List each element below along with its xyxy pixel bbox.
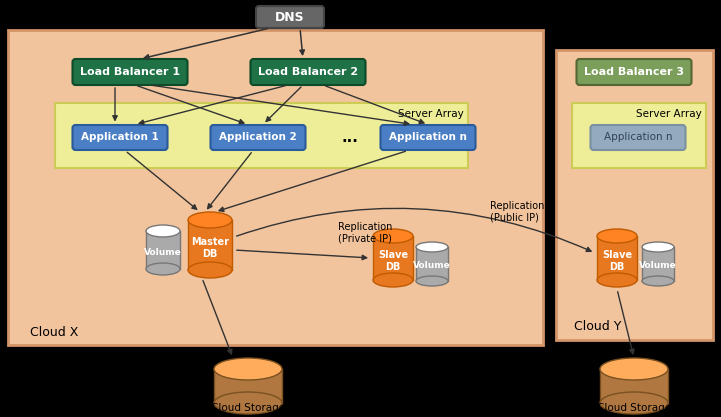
Text: Replication
(Public IP): Replication (Public IP) xyxy=(490,201,544,223)
Text: Volume: Volume xyxy=(639,261,677,271)
Text: Cloud Y: Cloud Y xyxy=(574,319,622,332)
Text: Server Array: Server Array xyxy=(636,109,702,119)
FancyBboxPatch shape xyxy=(250,59,366,85)
FancyBboxPatch shape xyxy=(256,6,324,28)
Text: Load Balancer 2: Load Balancer 2 xyxy=(258,67,358,77)
Ellipse shape xyxy=(214,392,282,414)
Text: Cloud Storage: Cloud Storage xyxy=(211,403,285,413)
Bar xyxy=(188,220,232,270)
Ellipse shape xyxy=(600,358,668,380)
Text: Application n: Application n xyxy=(603,133,672,143)
Ellipse shape xyxy=(188,212,232,228)
Text: Master
DB: Master DB xyxy=(191,237,229,259)
Ellipse shape xyxy=(642,276,674,286)
Text: Load Balancer 1: Load Balancer 1 xyxy=(80,67,180,77)
Bar xyxy=(8,30,543,345)
Bar xyxy=(416,247,448,281)
Bar xyxy=(214,369,282,403)
Text: Application n: Application n xyxy=(389,133,467,143)
FancyBboxPatch shape xyxy=(73,125,167,150)
Ellipse shape xyxy=(597,273,637,287)
Ellipse shape xyxy=(214,358,282,380)
Text: DNS: DNS xyxy=(275,10,305,23)
Ellipse shape xyxy=(600,392,668,414)
FancyBboxPatch shape xyxy=(577,59,691,85)
Ellipse shape xyxy=(416,276,448,286)
Bar xyxy=(597,236,637,280)
Text: Slave
DB: Slave DB xyxy=(602,250,632,272)
Text: Application 1: Application 1 xyxy=(81,133,159,143)
Ellipse shape xyxy=(373,273,413,287)
Ellipse shape xyxy=(188,262,232,278)
Text: Replication
(Private IP): Replication (Private IP) xyxy=(338,222,392,244)
Text: Server Array: Server Array xyxy=(398,109,464,119)
Bar xyxy=(373,236,413,280)
Bar xyxy=(642,247,674,281)
Bar xyxy=(600,369,668,403)
Ellipse shape xyxy=(642,242,674,252)
Text: Slave
DB: Slave DB xyxy=(378,250,408,272)
FancyBboxPatch shape xyxy=(381,125,476,150)
Text: Volume: Volume xyxy=(144,248,182,256)
Text: ...: ... xyxy=(342,130,358,145)
Text: Volume: Volume xyxy=(413,261,451,271)
Ellipse shape xyxy=(373,229,413,243)
Ellipse shape xyxy=(146,225,180,237)
Bar xyxy=(55,103,468,168)
Bar xyxy=(556,50,713,340)
Bar xyxy=(572,103,706,168)
Text: Cloud X: Cloud X xyxy=(30,327,79,339)
Text: Application 2: Application 2 xyxy=(219,133,297,143)
Bar xyxy=(146,231,180,269)
Text: Load Balancer 3: Load Balancer 3 xyxy=(584,67,684,77)
Ellipse shape xyxy=(146,263,180,275)
Ellipse shape xyxy=(416,242,448,252)
Ellipse shape xyxy=(597,229,637,243)
FancyBboxPatch shape xyxy=(73,59,187,85)
Text: Cloud Storage: Cloud Storage xyxy=(597,403,671,413)
FancyBboxPatch shape xyxy=(590,125,686,150)
FancyBboxPatch shape xyxy=(211,125,306,150)
